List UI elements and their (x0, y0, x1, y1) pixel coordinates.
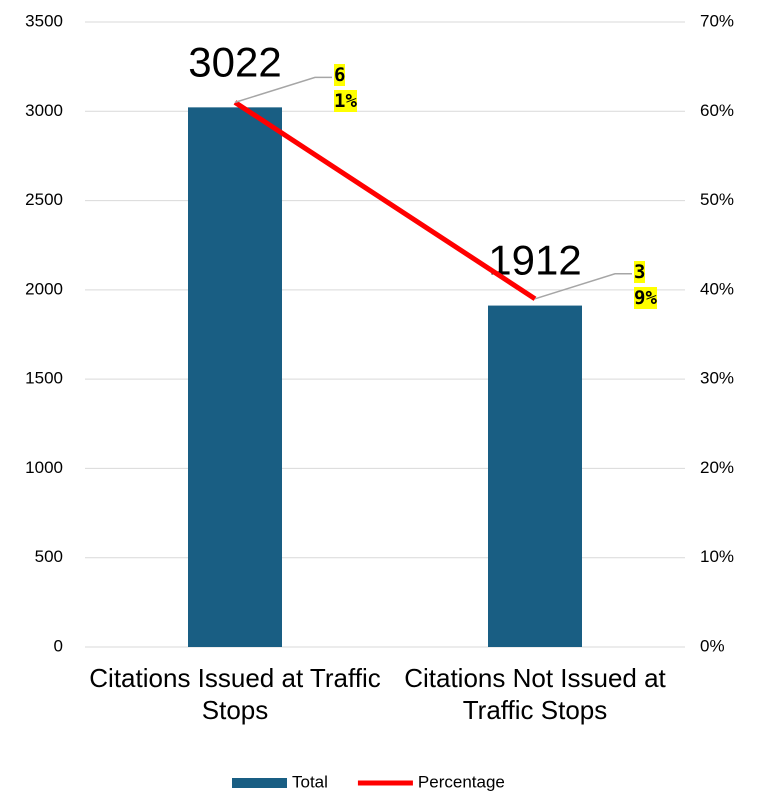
x-tick-label: Citations Not Issued at Traffic Stops (385, 662, 685, 726)
legend-swatch (232, 778, 287, 788)
percentage-label-box: 61% (334, 62, 360, 114)
x-tick-label-box: Citations Issued at Traffic Stops (85, 662, 385, 726)
y-tick-label: 500 (35, 547, 63, 566)
legend-label: Percentage (418, 772, 505, 791)
x-tick-label-text: Citations Not Issued at Traffic Stops (404, 663, 666, 725)
legend-label: Total (292, 772, 328, 791)
y-tick-label: 3500 (25, 11, 63, 30)
percentage-label-box: 39% (634, 259, 660, 311)
y2-tick-label: 20% (700, 458, 734, 477)
y-tick-label: 2000 (25, 279, 63, 298)
percentage-label-text: 39% (634, 260, 657, 309)
y-tick-label: 2500 (25, 190, 63, 209)
y2-tick-label: 50% (700, 190, 734, 209)
x-tick-label-box: Citations Not Issued at Traffic Stops (385, 662, 685, 726)
y2-tick-label: 60% (700, 101, 734, 120)
y-tick-label: 1000 (25, 458, 63, 477)
y2-tick-label: 0% (700, 636, 725, 655)
percentage-label-text: 61% (334, 64, 357, 113)
y2-tick-label: 30% (700, 369, 734, 388)
y2-tick-label: 70% (700, 11, 734, 30)
y-tick-label: 0 (54, 636, 63, 655)
bar-value-label: 3022 (188, 38, 281, 85)
y2-tick-label: 40% (700, 279, 734, 298)
y-tick-label: 3000 (25, 101, 63, 120)
leader-line (534, 273, 632, 300)
y-tick-label: 1500 (25, 369, 63, 388)
percentage-label: 61% (334, 62, 360, 114)
line (233, 100, 537, 301)
x-tick-label-text: Citations Issued at Traffic Stops (89, 663, 381, 725)
percentage-label: 39% (634, 259, 660, 311)
y2-tick-label: 10% (700, 547, 734, 566)
bar (188, 107, 282, 648)
x-tick-label: Citations Issued at Traffic Stops (85, 662, 385, 726)
leader-line (234, 76, 332, 104)
bar (488, 305, 582, 647)
